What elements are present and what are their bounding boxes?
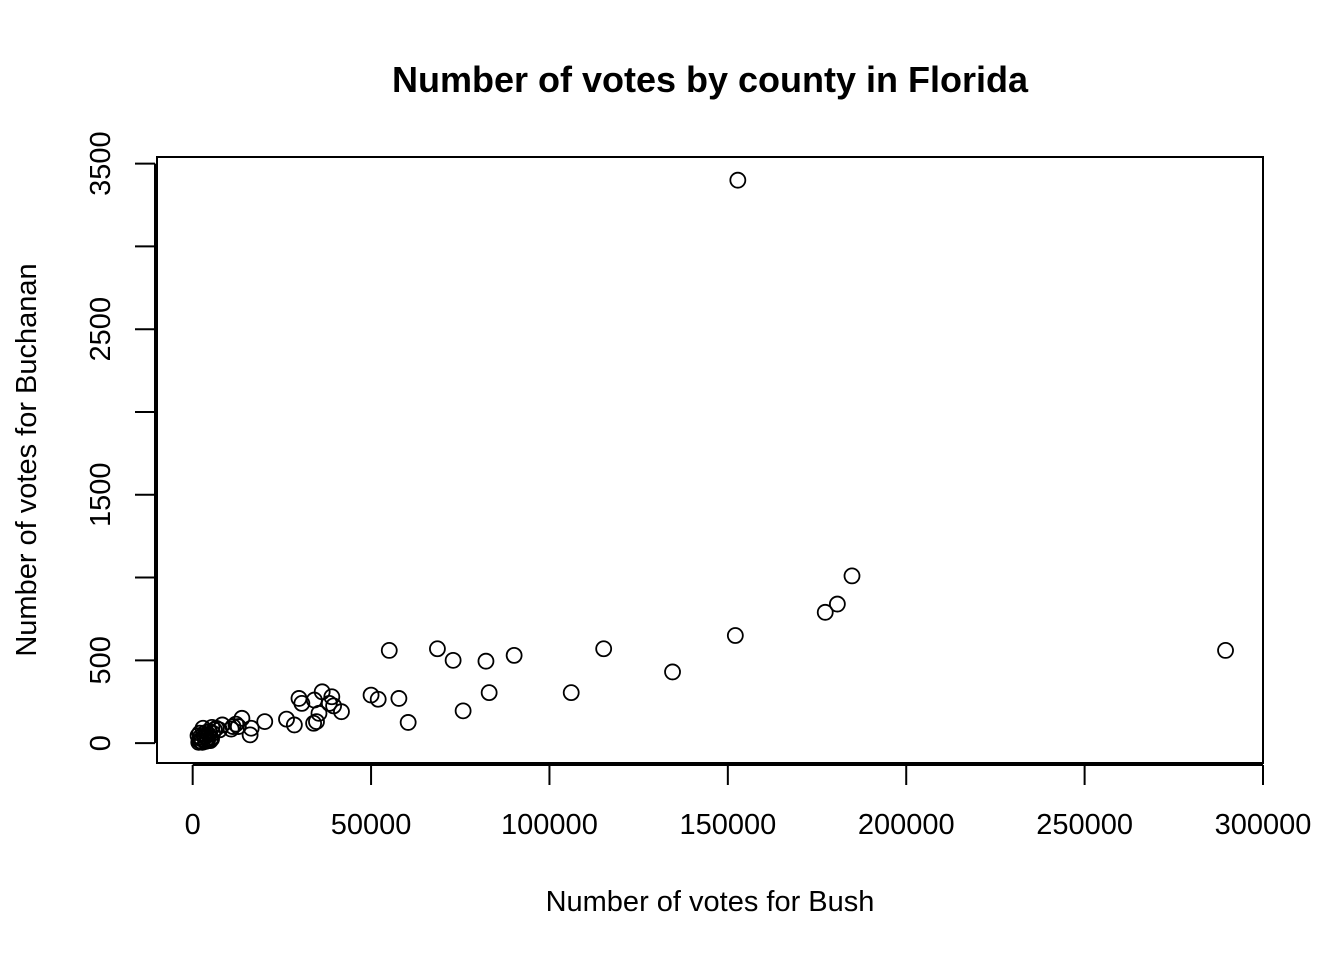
x-tick-label: 100000 [501, 809, 598, 841]
data-point [256, 713, 274, 731]
y-tick-label: 2500 [85, 297, 117, 362]
data-point [390, 690, 408, 707]
data-point [362, 686, 380, 704]
y-tick-label: 3500 [85, 131, 117, 196]
x-tick-label: 50000 [331, 809, 412, 841]
data-point [505, 646, 523, 664]
x-tick-label: 150000 [679, 809, 776, 841]
data-point [399, 714, 417, 731]
data-point [562, 684, 580, 702]
data-point [278, 710, 295, 728]
data-point [380, 642, 398, 659]
data-point [726, 627, 744, 644]
data-point [227, 715, 245, 733]
data-point [229, 718, 247, 735]
y-axis: 0 500 1500 2500 3500 [85, 131, 156, 751]
data-point [816, 603, 834, 621]
y-tick-label: 1500 [85, 463, 117, 528]
data-point [477, 652, 495, 670]
plot-frame [156, 156, 1264, 764]
data-point [290, 690, 308, 707]
y-tick-label: 500 [85, 636, 117, 684]
data-point [305, 714, 323, 732]
data-point [308, 713, 325, 731]
y-axis-label: Number of votes for Buchanan [11, 263, 43, 656]
data-point [664, 663, 681, 681]
data-point [454, 702, 472, 720]
chart-title: Number of votes by county in Florida [392, 59, 1029, 100]
data-point [444, 651, 462, 669]
data-point [729, 171, 747, 189]
data-point [242, 719, 260, 737]
data-point [325, 697, 343, 715]
x-tick-label: 0 [185, 809, 201, 841]
data-point [1217, 642, 1234, 659]
data-point [843, 567, 861, 585]
x-axis: 0 50000 100000 150000 200000 250000 300000 [185, 764, 1312, 841]
data-points [189, 171, 1234, 751]
y-tick-label: 0 [85, 735, 117, 751]
data-point [191, 724, 209, 742]
data-point [241, 726, 259, 744]
x-tick-label: 250000 [1036, 809, 1133, 841]
data-point [429, 640, 446, 658]
data-point [595, 640, 613, 658]
data-point [480, 684, 498, 702]
x-tick-label: 300000 [1215, 809, 1312, 841]
x-axis-label: Number of votes for Bush [546, 886, 875, 918]
data-point [828, 595, 846, 613]
x-tick-label: 200000 [858, 809, 955, 841]
